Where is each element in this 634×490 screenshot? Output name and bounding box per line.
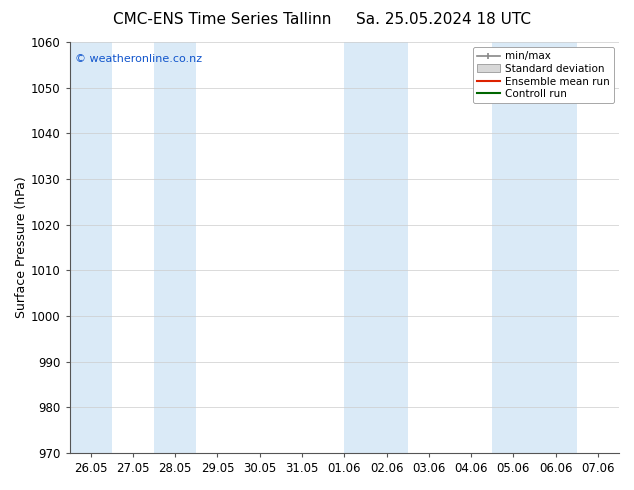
Text: © weatheronline.co.nz: © weatheronline.co.nz: [75, 54, 202, 64]
Bar: [70, 42, 112, 453]
Text: Sa. 25.05.2024 18 UTC: Sa. 25.05.2024 18 UTC: [356, 12, 531, 27]
Legend: min/max, Standard deviation, Ensemble mean run, Controll run: min/max, Standard deviation, Ensemble me…: [472, 47, 614, 103]
Bar: [344, 42, 408, 453]
Y-axis label: Surface Pressure (hPa): Surface Pressure (hPa): [15, 176, 28, 318]
Text: CMC-ENS Time Series Tallinn: CMC-ENS Time Series Tallinn: [113, 12, 331, 27]
Bar: [154, 42, 197, 453]
Bar: [492, 42, 577, 453]
